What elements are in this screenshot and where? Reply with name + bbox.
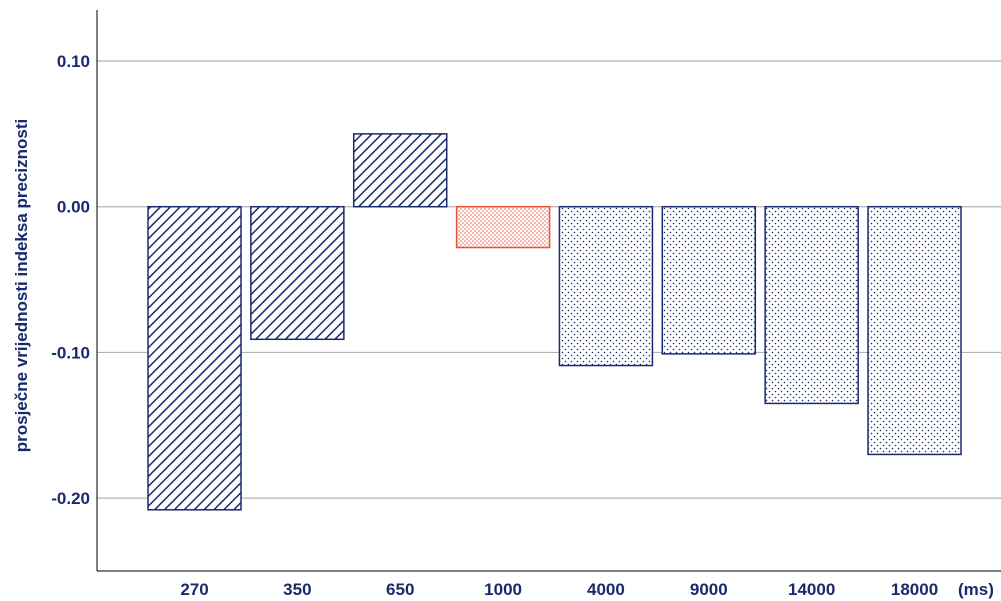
axes (96, 10, 1001, 572)
bar-1000 (455, 205, 551, 249)
x-tick-label: 1000 (484, 580, 522, 599)
bar-270 (147, 205, 242, 511)
bar-350 (250, 205, 345, 341)
bars (147, 133, 962, 511)
bar-18000 (867, 205, 962, 456)
tick-labels: 0.10 0.00 -0.10 -0.20 270 350 650 1000 4000 9000 1… (51, 52, 938, 599)
bar-9000 (661, 205, 757, 355)
y-axis-title: prosječne vrijednosti indeksa preciznost… (12, 119, 31, 453)
bar-4000 (558, 205, 654, 367)
x-tick-label: 350 (283, 580, 311, 599)
x-tick-label: 270 (180, 580, 208, 599)
y-tick-label: 0.00 (57, 198, 90, 217)
x-axis-unit: (ms) (958, 580, 994, 599)
x-tick-label: 9000 (690, 580, 728, 599)
y-tick-label: 0.10 (57, 52, 90, 71)
x-tick-label: 18000 (891, 580, 938, 599)
y-tick-label: -0.10 (51, 343, 90, 362)
x-tick-label: 650 (386, 580, 414, 599)
x-tick-label: 4000 (587, 580, 625, 599)
y-tick-label: -0.20 (51, 489, 90, 508)
bar-14000 (764, 205, 859, 405)
bar-650 (352, 133, 448, 208)
x-tick-label: 14000 (788, 580, 835, 599)
